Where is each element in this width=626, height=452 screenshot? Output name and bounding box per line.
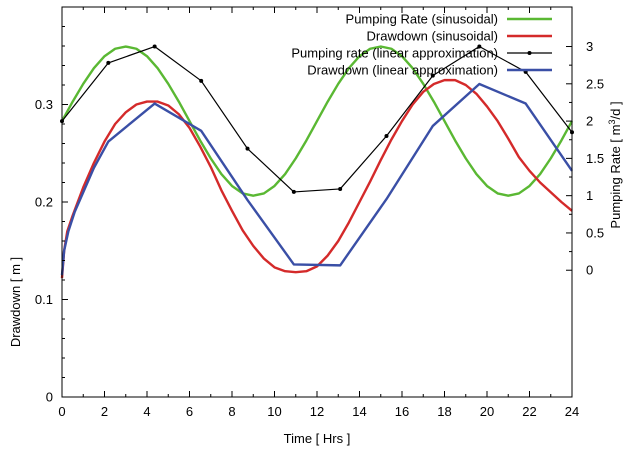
- legend-label: Drawdown (sinusoidal): [367, 29, 499, 44]
- y-axis-left-title: Drawdown [ m ]: [8, 257, 23, 347]
- x-tick-label: 24: [565, 404, 579, 419]
- y-right-tick-label: 0.5: [586, 225, 604, 240]
- x-tick-label: 10: [267, 404, 281, 419]
- series-line-1: [60, 78, 573, 279]
- y-left-tick-label: 0.2: [35, 195, 53, 210]
- legend-label: Drawdown (linear approximation): [307, 63, 498, 78]
- legend-label: Pumping rate (linear approximation): [291, 46, 498, 61]
- series-2-point: [245, 146, 250, 151]
- x-tick-label: 18: [437, 404, 451, 419]
- series-layer: [60, 44, 574, 279]
- x-tick-label: 0: [58, 404, 65, 419]
- series-2-point: [106, 60, 111, 65]
- series-line-3: [60, 82, 573, 276]
- y-left-tick-label: 0.1: [35, 292, 53, 307]
- legend-swatch-point: [527, 51, 532, 55]
- x-tick-label: 8: [228, 404, 235, 419]
- y-left-tick-label: 0: [46, 390, 53, 405]
- y-right-tick-label: 1: [586, 188, 593, 203]
- y-axis-right-title-unit: /d ]: [608, 101, 623, 119]
- series-2-point: [384, 134, 389, 139]
- series-2-point: [199, 78, 204, 83]
- x-tick-label: 16: [395, 404, 409, 419]
- x-tick-label: 6: [186, 404, 193, 419]
- series-line-0: [60, 45, 574, 197]
- ticks-layer: 0 2 4 6 8 10 12 14 16 18 20 22 2400.10.20.300.511.52…: [35, 7, 604, 419]
- series-2-point: [477, 44, 482, 49]
- y-right-tick-label: 3: [586, 39, 593, 54]
- y-right-tick-label: 1.5: [586, 151, 604, 166]
- y-axis-right-title: Pumping Rate [ m3/d ]: [607, 101, 623, 228]
- x-tick-label: 22: [522, 404, 536, 419]
- x-tick-label: 4: [143, 404, 150, 419]
- y-right-tick-label: 2: [586, 114, 593, 129]
- series-line-2: [61, 45, 573, 193]
- x-tick-label: 12: [310, 404, 324, 419]
- x-tick-label: 14: [352, 404, 366, 419]
- y-left-tick-label: 0.3: [35, 97, 53, 112]
- y-axis-right-title-superscript: 3: [607, 120, 617, 125]
- series-2-point: [291, 189, 296, 194]
- series-2-point: [338, 186, 343, 191]
- series-2-point: [152, 44, 157, 49]
- x-tick-label: 2: [101, 404, 108, 419]
- series-2-point: [430, 73, 435, 78]
- x-axis-title: Time [ Hrs ]: [284, 431, 351, 446]
- y-right-tick-label: 0: [586, 263, 593, 278]
- legend: Pumping Rate (sinusoidal) Drawdown (sinus…: [291, 12, 552, 78]
- y-right-tick-label: 2.5: [586, 76, 604, 91]
- y-axis-right-title-text: Pumping Rate [ m: [608, 125, 623, 229]
- x-tick-label: 20: [480, 404, 494, 419]
- legend-label: Pumping Rate (sinusoidal): [346, 12, 498, 27]
